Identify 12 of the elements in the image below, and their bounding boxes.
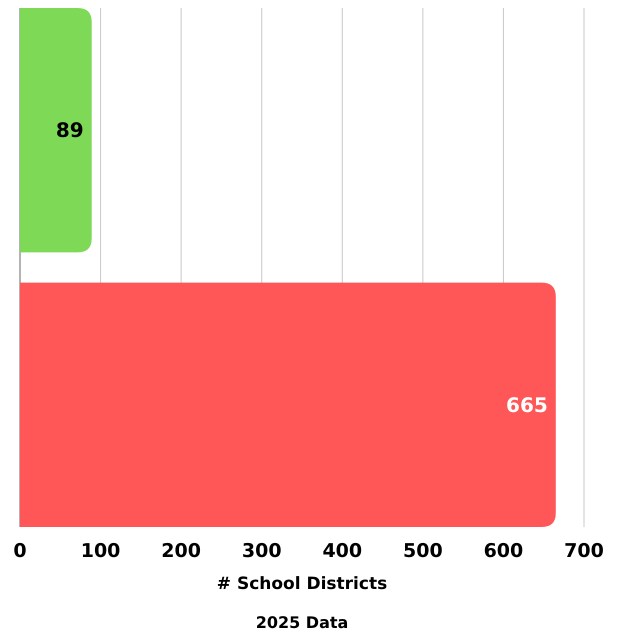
x-tick-label: 200 [161,540,201,562]
x-tick-label: 500 [403,540,443,562]
x-tick-label: 100 [80,540,120,562]
x-tick-label: 300 [242,540,282,562]
data-label: 665 [506,392,548,417]
x-tick-label: 400 [322,540,362,562]
data-label: 89 [56,118,84,142]
x-axis-title: # School Districts [216,574,388,594]
x-tick-label: 0 [13,540,27,562]
text: 2025 Data [256,613,348,632]
x-tick-label: 600 [484,540,524,562]
x-tick-label: 700 [564,540,604,562]
